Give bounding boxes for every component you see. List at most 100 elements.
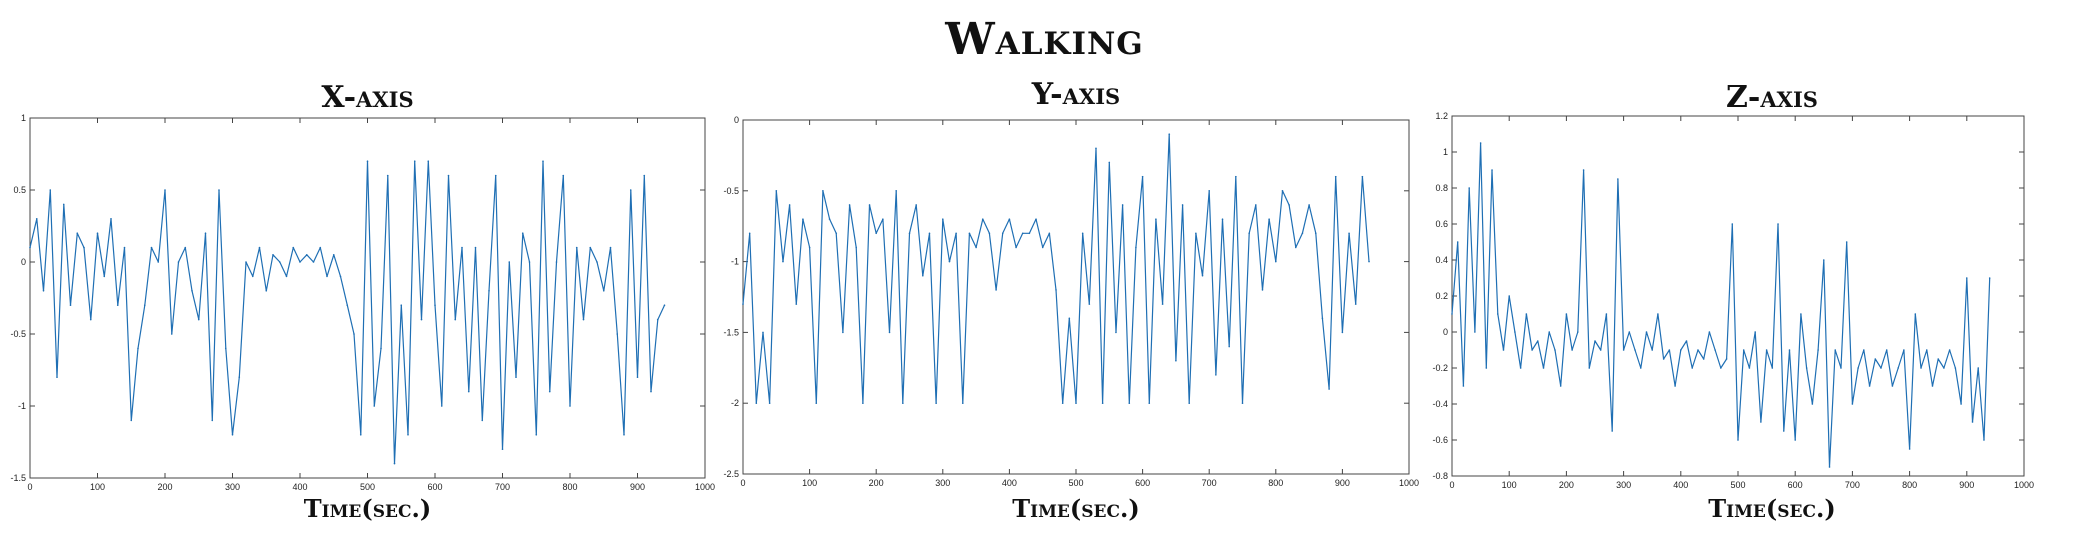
data-point	[1354, 303, 1357, 305]
data-point	[1863, 349, 1865, 351]
data-point	[1328, 388, 1330, 390]
data-point	[1502, 349, 1505, 351]
data-point	[902, 402, 904, 405]
x-tick-label: 100	[802, 478, 817, 488]
data-point	[616, 333, 619, 335]
data-point	[782, 260, 784, 263]
x-tick-label: 0	[27, 482, 32, 492]
data-point	[1577, 331, 1579, 333]
data-point	[1181, 204, 1184, 206]
xlabel-z: Time(sec.)	[1708, 494, 1836, 523]
data-point	[1742, 349, 1745, 351]
y-tick-label: 0.4	[1435, 255, 1448, 265]
data-point	[915, 204, 917, 206]
x-tick-label: 600	[1788, 480, 1803, 490]
data-point	[434, 304, 436, 307]
data-point	[467, 390, 470, 393]
x-tick-label: 500	[1068, 478, 1083, 488]
data-point	[1977, 367, 1980, 369]
data-point	[1288, 204, 1290, 206]
data-point	[1468, 187, 1470, 189]
data-point	[882, 218, 884, 220]
data-point	[137, 347, 139, 350]
data-point	[49, 189, 52, 191]
data-point	[1720, 367, 1722, 369]
data-point	[1275, 260, 1277, 263]
data-point	[62, 203, 65, 206]
data-point	[1537, 340, 1539, 342]
data-point	[1542, 367, 1545, 369]
data-point	[42, 290, 45, 292]
data-point	[1161, 303, 1164, 305]
data-point	[656, 318, 659, 321]
data-point	[1800, 313, 1802, 315]
panel-title-y: Y-axis	[1031, 77, 1121, 112]
data-point	[461, 246, 463, 249]
data-point	[1479, 142, 1482, 144]
plot-frame-z	[1451, 115, 2025, 477]
data-point	[1294, 246, 1297, 249]
data-point	[1611, 430, 1613, 432]
plot-frame-y	[742, 119, 1410, 475]
data-point	[1241, 402, 1244, 405]
data-point	[1514, 331, 1516, 333]
x-tick-label: 500	[360, 482, 375, 492]
data-point	[481, 419, 484, 422]
data-point	[251, 275, 254, 278]
data-point	[1771, 367, 1774, 369]
x-tick-label: 900	[1335, 478, 1350, 488]
data-point	[211, 419, 214, 422]
data-point	[1525, 313, 1528, 315]
data-point	[319, 246, 322, 249]
x-tick-label: 400	[292, 482, 307, 492]
data-point	[285, 275, 288, 278]
data-point	[1571, 349, 1573, 351]
data-point	[981, 218, 984, 220]
xlabel-y: Time(sec.)	[1012, 494, 1140, 523]
y-tick-label: -0.5	[10, 329, 26, 339]
data-point	[1634, 349, 1636, 351]
data-point	[609, 246, 612, 249]
data-point	[184, 246, 187, 249]
x-tick-label: 300	[935, 478, 950, 488]
data-point	[748, 232, 751, 235]
data-point	[895, 190, 897, 192]
data-point	[1554, 349, 1556, 351]
data-point	[961, 402, 964, 405]
data-point	[555, 261, 558, 263]
x-tick-label: 100	[1502, 480, 1517, 490]
data-point	[1195, 232, 1197, 235]
data-point	[1531, 349, 1533, 351]
data-point	[1168, 133, 1171, 135]
data-point	[521, 232, 524, 234]
data-point	[1474, 331, 1476, 333]
data-point	[494, 174, 497, 177]
x-tick-label: 700	[495, 482, 510, 492]
data-point	[420, 318, 423, 321]
data-point	[1519, 367, 1522, 369]
xlabel-x: Time(sec.)	[303, 494, 432, 523]
data-point	[1496, 313, 1499, 315]
data-point	[835, 232, 838, 235]
data-point	[1645, 331, 1648, 333]
data-point	[1943, 367, 1945, 369]
y-tick-label: 0.6	[1435, 219, 1448, 229]
data-point	[143, 304, 146, 307]
data-point	[1691, 367, 1694, 369]
data-point	[1582, 169, 1585, 171]
x-tick-label: 200	[869, 478, 884, 488]
data-point	[292, 246, 295, 249]
data-point	[1075, 402, 1077, 405]
data-point	[768, 402, 771, 405]
x-tick-label: 0	[1449, 480, 1454, 490]
data-point	[353, 333, 355, 335]
data-point	[1588, 367, 1591, 369]
data-point	[1015, 246, 1017, 249]
x-tick-label: 400	[1673, 480, 1688, 490]
data-point	[1485, 367, 1488, 369]
data-point	[1361, 175, 1364, 178]
data-point	[742, 303, 744, 305]
data-point	[272, 254, 274, 256]
data-point	[1308, 204, 1310, 206]
data-point	[1805, 367, 1808, 369]
